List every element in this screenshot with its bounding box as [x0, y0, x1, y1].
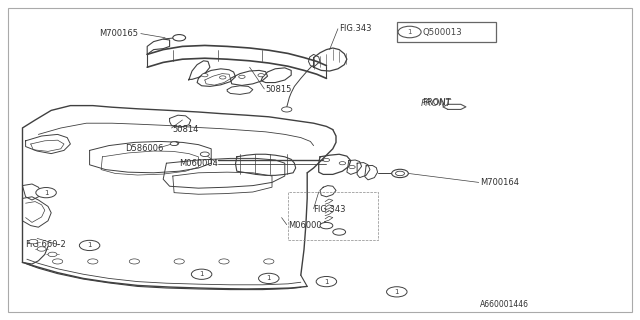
- Circle shape: [349, 165, 355, 169]
- Text: M060004: M060004: [179, 159, 218, 168]
- Text: Q500013: Q500013: [422, 28, 462, 36]
- Text: 50814: 50814: [173, 125, 199, 134]
- Circle shape: [88, 259, 98, 264]
- Text: 1: 1: [394, 289, 399, 295]
- Circle shape: [320, 222, 333, 229]
- Circle shape: [129, 259, 140, 264]
- Circle shape: [170, 142, 178, 146]
- Circle shape: [191, 269, 212, 279]
- Text: 1: 1: [266, 276, 271, 281]
- Circle shape: [220, 76, 226, 79]
- Text: FIG.343: FIG.343: [339, 24, 372, 33]
- Text: A660001446: A660001446: [480, 300, 529, 309]
- Text: FRONT: FRONT: [422, 98, 451, 107]
- Circle shape: [392, 169, 408, 178]
- Circle shape: [258, 74, 264, 77]
- Text: FIG.343: FIG.343: [314, 205, 346, 214]
- Circle shape: [52, 259, 63, 264]
- Circle shape: [36, 188, 56, 198]
- Circle shape: [339, 162, 346, 165]
- Text: FIG.660-2: FIG.660-2: [26, 240, 67, 249]
- Circle shape: [79, 240, 100, 251]
- Circle shape: [37, 247, 46, 251]
- Circle shape: [239, 75, 245, 78]
- Text: M700164: M700164: [480, 178, 519, 187]
- Circle shape: [387, 287, 407, 297]
- Text: 1: 1: [87, 243, 92, 248]
- Bar: [397, 22, 496, 42]
- Circle shape: [219, 259, 229, 264]
- Circle shape: [259, 273, 279, 284]
- Text: 50815: 50815: [266, 85, 292, 94]
- Text: D586006: D586006: [125, 144, 163, 153]
- Text: M700165: M700165: [99, 29, 138, 38]
- Text: M060004: M060004: [288, 221, 327, 230]
- Circle shape: [173, 35, 186, 41]
- Text: 1: 1: [324, 279, 329, 284]
- Circle shape: [174, 259, 184, 264]
- Text: 1: 1: [44, 190, 49, 196]
- Circle shape: [333, 229, 346, 235]
- Circle shape: [396, 171, 404, 176]
- Circle shape: [323, 158, 330, 162]
- Circle shape: [48, 252, 57, 257]
- Circle shape: [202, 74, 208, 77]
- Circle shape: [282, 107, 292, 112]
- Circle shape: [29, 239, 38, 244]
- Text: 1: 1: [407, 29, 412, 35]
- Circle shape: [264, 259, 274, 264]
- Circle shape: [200, 152, 209, 156]
- Circle shape: [316, 276, 337, 287]
- Text: 1: 1: [199, 271, 204, 277]
- Circle shape: [398, 26, 421, 38]
- Text: FRONT: FRONT: [421, 100, 452, 108]
